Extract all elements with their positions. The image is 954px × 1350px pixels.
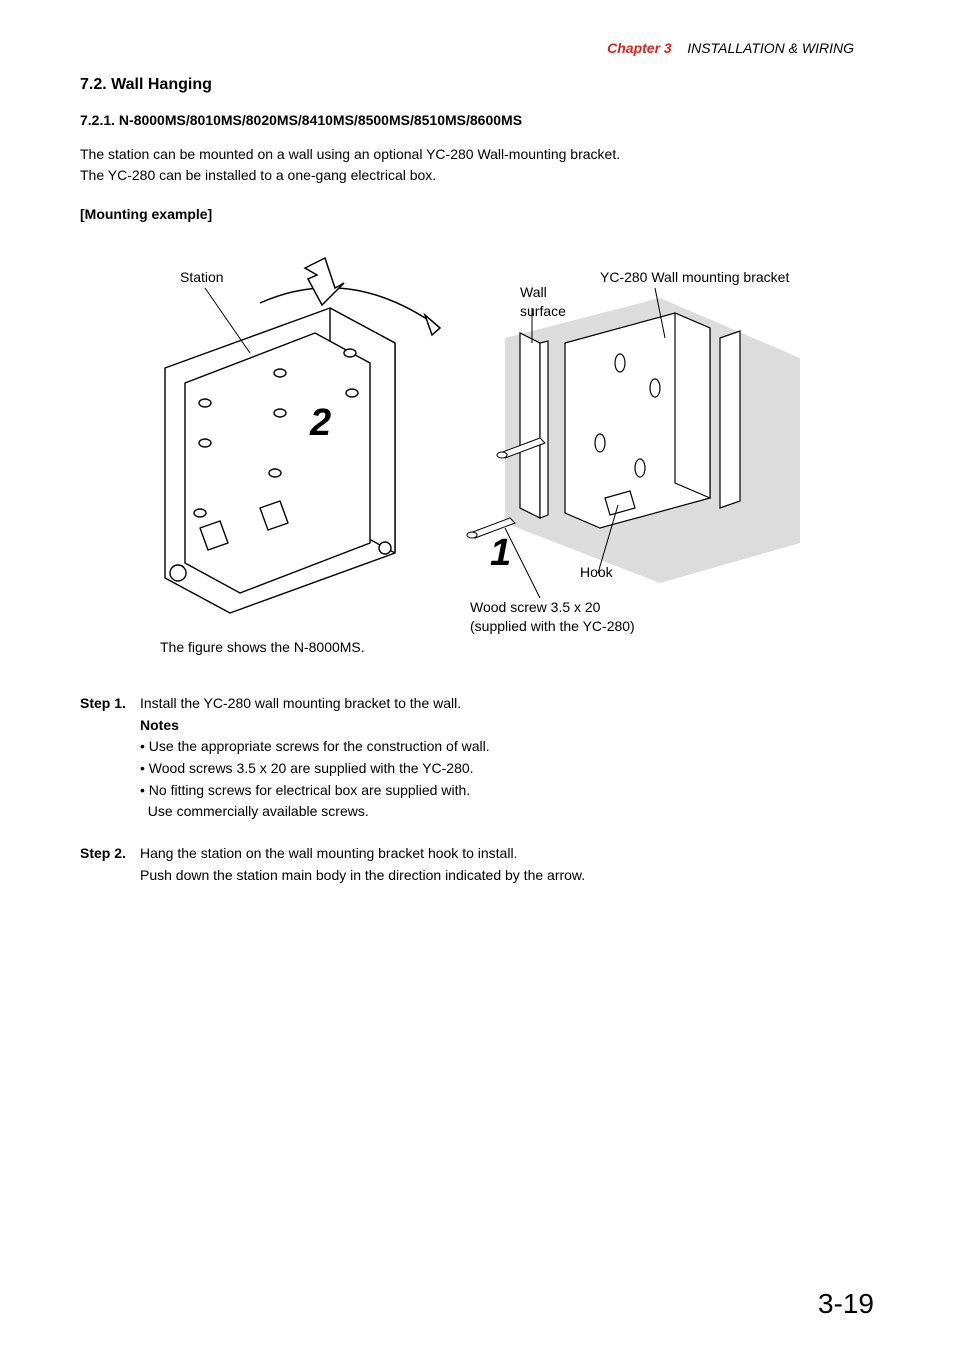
step-2-text: Hang the station on the wall mounting br… <box>140 843 874 865</box>
step-2-body: Hang the station on the wall mounting br… <box>140 843 874 886</box>
intro-paragraph: The station can be mounted on a wall usi… <box>80 144 874 186</box>
document-page: Chapter 3 INSTALLATION & WIRING 7.2. Wal… <box>0 0 954 1350</box>
step-1-note-2: • Wood screws 3.5 x 20 are supplied with… <box>140 758 874 780</box>
section-heading: 7.2. Wall Hanging <box>80 76 874 94</box>
page-header: Chapter 3 INSTALLATION & WIRING <box>80 40 874 56</box>
step-2-label: Step 2. <box>80 843 140 886</box>
label-bracket: YC-280 Wall mounting bracket <box>600 268 789 287</box>
mounting-diagram: Station Wall surface YC-280 Wall mountin… <box>100 243 840 663</box>
step-1-label: Step 1. <box>80 693 140 823</box>
step-1-note-3: • No fitting screws for electrical box a… <box>140 780 874 802</box>
subsection-heading: 7.2.1. N-8000MS/8010MS/8020MS/8410MS/850… <box>80 112 874 128</box>
page-number: 3-19 <box>818 1288 874 1320</box>
step-1: Step 1. Install the YC-280 wall mounting… <box>80 693 874 823</box>
installation-steps: Step 1. Install the YC-280 wall mounting… <box>80 693 874 887</box>
intro-line-1: The station can be mounted on a wall usi… <box>80 146 620 162</box>
step-1-note-1: • Use the appropriate screws for the con… <box>140 736 874 758</box>
step-2: Step 2. Hang the station on the wall mou… <box>80 843 874 886</box>
figure-number-2: 2 <box>310 398 331 449</box>
label-station: Station <box>180 268 224 287</box>
chapter-label: Chapter 3 <box>607 40 672 56</box>
step-1-note-3b: Use commercially available screws. <box>140 801 874 823</box>
step-1-body: Install the YC-280 wall mounting bracket… <box>140 693 874 823</box>
mounting-example-title: [Mounting example] <box>80 204 874 225</box>
intro-line-2: The YC-280 can be installed to a one-gan… <box>80 167 436 183</box>
step-1-notes-title: Notes <box>140 715 874 737</box>
figure-caption: The figure shows the N-8000MS. <box>160 638 365 657</box>
label-wall-surface: Wall surface <box>520 283 566 321</box>
figure-number-1: 1 <box>490 528 511 579</box>
label-wood-screw: Wood screw 3.5 x 20 (supplied with the Y… <box>470 598 635 636</box>
step-1-text: Install the YC-280 wall mounting bracket… <box>140 693 874 715</box>
step-2-text-2: Push down the station main body in the d… <box>140 865 874 887</box>
label-hook: Hook <box>580 563 613 582</box>
chapter-title: INSTALLATION & WIRING <box>687 40 854 56</box>
figure-container: Station Wall surface YC-280 Wall mountin… <box>80 243 874 663</box>
